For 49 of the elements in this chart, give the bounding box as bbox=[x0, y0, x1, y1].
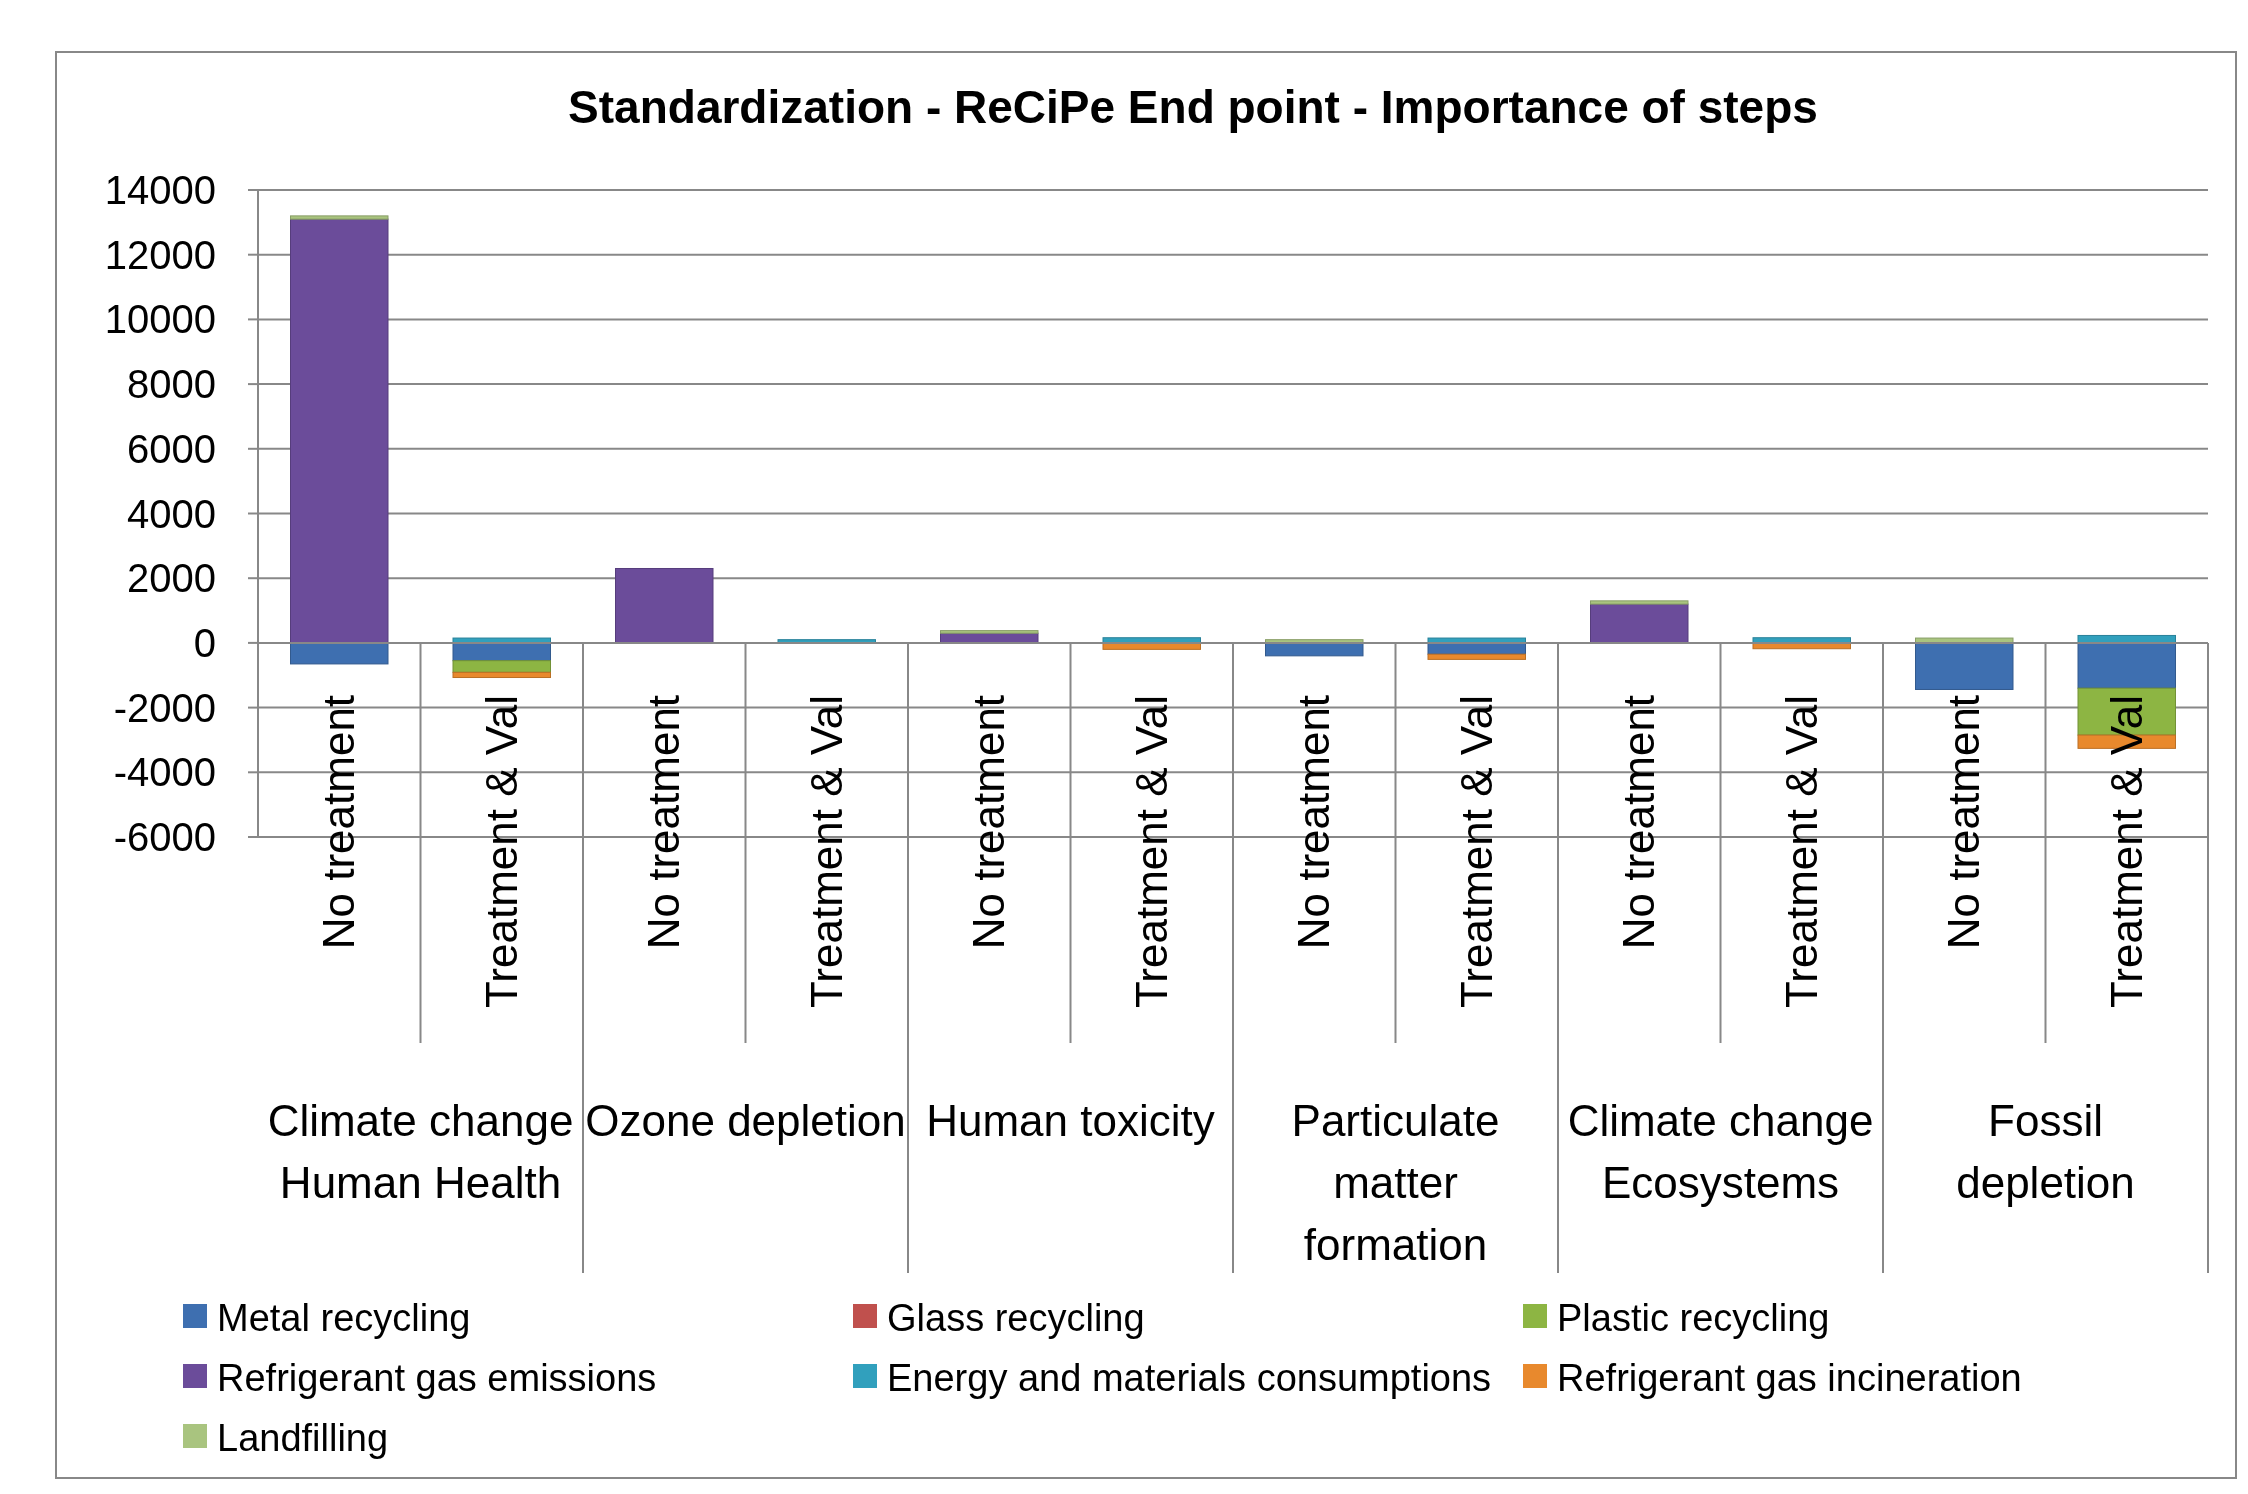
bar bbox=[1590, 600, 1689, 605]
text: Ozone depletion bbox=[585, 1096, 906, 1145]
bar bbox=[290, 218, 389, 644]
y-tick-label: -4000 bbox=[113, 750, 216, 795]
legend-label: Plastic recycling bbox=[1557, 1297, 1830, 1340]
bar bbox=[1427, 653, 1526, 660]
bar bbox=[452, 671, 551, 679]
y-tick-label: -6000 bbox=[113, 815, 216, 859]
bar bbox=[1590, 603, 1689, 644]
legend-label: Energy and materials consumptions bbox=[887, 1357, 1492, 1400]
bar bbox=[290, 642, 389, 665]
text: Climate change Human Health bbox=[267, 1096, 574, 1207]
chart-title: Standardization - ReCiPe End point - Importance of steps bbox=[568, 81, 1818, 133]
text: Fossil depletion bbox=[1956, 1096, 2135, 1207]
y-tick-label: 2000 bbox=[127, 556, 216, 601]
legend-label: Landfilling bbox=[217, 1417, 389, 1460]
x-tick-label: Treatment & Val bbox=[2101, 694, 2151, 1008]
text: Climate change Ecosystems bbox=[1567, 1096, 1874, 1207]
bar bbox=[1915, 642, 2014, 690]
bar bbox=[2077, 642, 2176, 689]
legend-label: Refrigerant gas incineration bbox=[1557, 1357, 2022, 1400]
text: Particulate matter formation bbox=[1291, 1096, 1500, 1269]
bar bbox=[940, 630, 1039, 634]
x-tick-label: No treatment bbox=[964, 694, 1014, 950]
x-tick-label: No treatment bbox=[1614, 694, 1664, 950]
x-tick-label: No treatment bbox=[314, 694, 364, 950]
bar bbox=[290, 215, 389, 220]
x-tick-label: Treatment & Val bbox=[476, 694, 526, 1008]
y-tick-label: 0 bbox=[193, 620, 216, 665]
y-tick-label: 14000 bbox=[104, 168, 216, 212]
x-tick-label: Treatment & Val bbox=[801, 694, 851, 1008]
x-tick-label: Treatment & Val bbox=[1126, 694, 1176, 1008]
x-tick-label: Treatment & Val bbox=[1776, 694, 1826, 1008]
x-tick-label: Treatment & Val bbox=[1451, 694, 1501, 1008]
y-tick-label: 4000 bbox=[127, 491, 216, 536]
x-tick-label: No treatment bbox=[1289, 694, 1339, 950]
y-tick-label: 10000 bbox=[104, 297, 216, 342]
x-tick-label: No treatment bbox=[639, 694, 689, 950]
bar bbox=[452, 660, 551, 673]
legend-label: Glass recycling bbox=[887, 1297, 1145, 1340]
legend-label: Refrigerant gas emissions bbox=[217, 1357, 657, 1400]
bar bbox=[615, 568, 714, 644]
y-tick-label: 6000 bbox=[127, 426, 216, 471]
text: Human toxicity bbox=[926, 1096, 1215, 1145]
y-tick-label: 8000 bbox=[127, 362, 216, 407]
legend-label: Metal recycling bbox=[217, 1297, 471, 1340]
y-tick-label: 12000 bbox=[104, 232, 216, 277]
y-tick-label: -2000 bbox=[113, 685, 216, 730]
x-tick-label: No treatment bbox=[1939, 694, 1989, 950]
